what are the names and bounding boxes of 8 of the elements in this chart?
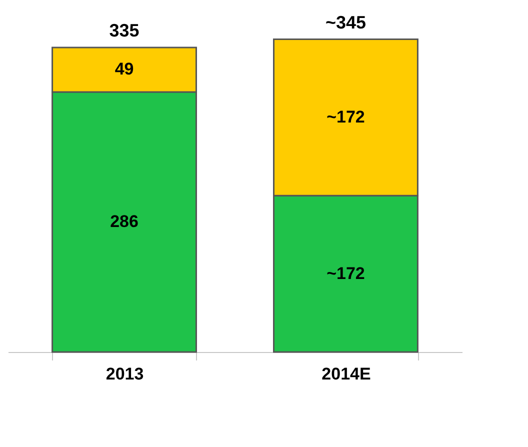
data-label: 49 [114,60,134,79]
x-tick-label: 2013 [106,364,144,384]
data-label: ~172 [326,107,365,126]
x-tick-label: 2014E [322,364,371,384]
data-label: 286 [110,212,138,231]
data-label: ~172 [326,264,365,283]
total-label: 335 [109,20,140,40]
total-label: ~345 [325,12,366,32]
